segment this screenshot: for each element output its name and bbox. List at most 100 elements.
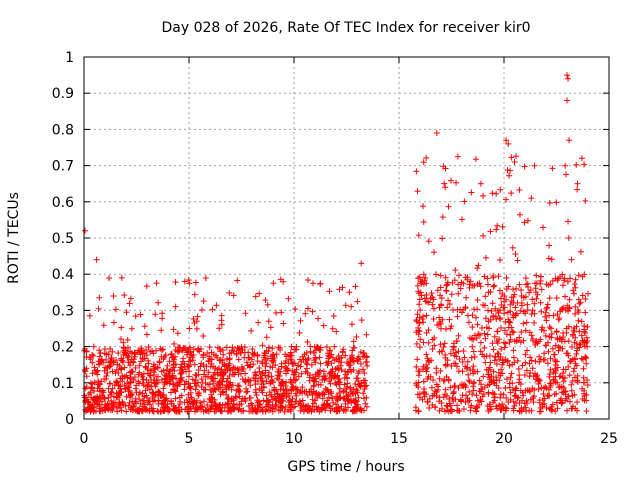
data-point xyxy=(330,313,337,320)
data-point xyxy=(121,292,128,299)
data-point xyxy=(560,334,567,341)
data-point xyxy=(546,295,553,302)
data-point xyxy=(582,353,589,360)
data-point xyxy=(566,137,573,144)
data-point xyxy=(210,371,217,378)
data-point xyxy=(468,189,475,196)
data-point xyxy=(302,356,309,363)
data-point xyxy=(446,301,453,308)
data-point xyxy=(260,384,267,391)
data-point xyxy=(190,315,197,322)
data-point xyxy=(106,400,113,407)
data-point xyxy=(316,370,323,377)
data-point xyxy=(455,384,462,391)
data-point xyxy=(475,262,482,269)
data-point xyxy=(461,354,468,361)
data-point xyxy=(497,324,504,331)
data-point xyxy=(160,385,167,392)
data-point xyxy=(477,348,484,355)
data-point xyxy=(159,315,166,322)
data-point xyxy=(121,364,128,371)
data-point xyxy=(526,289,533,296)
data-point xyxy=(267,324,274,331)
data-point xyxy=(577,341,584,348)
data-point xyxy=(499,357,506,364)
data-point xyxy=(537,299,544,306)
data-point xyxy=(509,386,516,393)
data-point xyxy=(174,383,181,390)
data-point xyxy=(571,328,578,335)
data-point xyxy=(265,369,272,376)
data-point xyxy=(195,392,202,399)
data-point xyxy=(493,403,500,410)
data-point xyxy=(106,380,113,387)
data-point xyxy=(222,362,229,369)
data-point xyxy=(144,394,151,401)
data-point xyxy=(253,372,260,379)
data-point xyxy=(533,295,540,302)
data-point xyxy=(255,319,262,326)
data-point xyxy=(299,384,306,391)
data-point xyxy=(100,322,107,329)
data-point xyxy=(459,392,466,399)
data-point xyxy=(214,354,221,361)
data-point xyxy=(350,407,357,414)
data-point xyxy=(466,397,473,404)
data-point xyxy=(448,406,455,413)
data-point xyxy=(90,387,97,394)
data-point xyxy=(118,336,125,343)
x-axis-label: GPS time / hours xyxy=(287,459,404,475)
data-point xyxy=(573,161,580,168)
data-point xyxy=(484,281,491,288)
data-point xyxy=(518,292,525,299)
data-point xyxy=(422,365,429,372)
data-point xyxy=(242,310,249,317)
data-point xyxy=(282,390,289,397)
data-point xyxy=(331,343,338,350)
data-point xyxy=(557,373,564,380)
data-point xyxy=(263,403,270,410)
data-point xyxy=(555,275,562,282)
data-point xyxy=(275,366,282,373)
data-point xyxy=(546,333,553,340)
data-point xyxy=(519,362,526,369)
data-point xyxy=(150,377,157,384)
data-point xyxy=(501,344,508,351)
data-point xyxy=(322,372,329,379)
data-point xyxy=(331,374,338,381)
data-point xyxy=(528,332,535,339)
data-point xyxy=(485,389,492,396)
data-point xyxy=(188,394,195,401)
data-point xyxy=(521,372,528,379)
data-point xyxy=(174,330,181,337)
data-point xyxy=(237,350,244,357)
data-point xyxy=(508,324,515,331)
data-point xyxy=(448,291,455,298)
data-point xyxy=(505,140,512,147)
data-point xyxy=(112,399,119,406)
data-point xyxy=(423,280,430,287)
data-point xyxy=(192,404,199,411)
data-point xyxy=(310,383,317,390)
data-point xyxy=(480,373,487,380)
data-point xyxy=(529,307,536,314)
data-point xyxy=(196,405,203,412)
data-point xyxy=(96,294,103,301)
data-point xyxy=(310,400,317,407)
data-point xyxy=(527,354,534,361)
data-point xyxy=(456,356,463,363)
data-point xyxy=(427,373,434,380)
data-point xyxy=(104,369,111,376)
data-point xyxy=(342,352,349,359)
data-point xyxy=(259,389,266,396)
data-point xyxy=(453,338,460,345)
data-point xyxy=(278,309,285,316)
data-point xyxy=(200,398,207,405)
data-point xyxy=(560,304,567,311)
data-point xyxy=(549,277,556,284)
data-point xyxy=(198,376,205,383)
data-point xyxy=(511,402,518,409)
data-point xyxy=(555,316,562,323)
data-point xyxy=(510,329,517,336)
data-point xyxy=(531,162,538,169)
